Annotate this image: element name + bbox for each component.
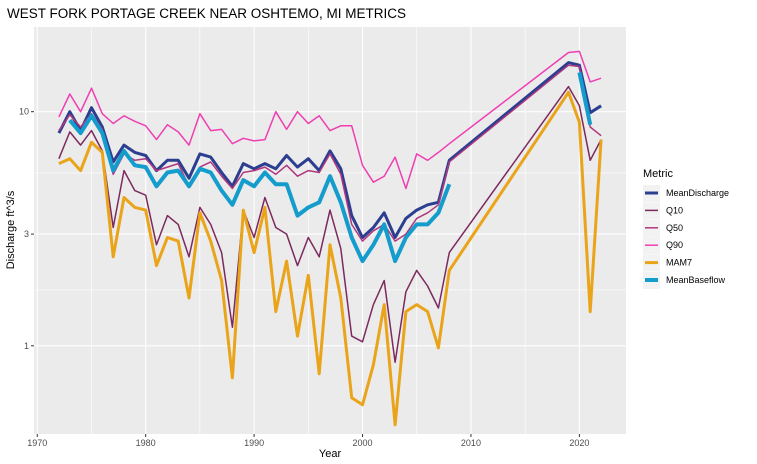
x-tick-label: 2010	[461, 438, 481, 448]
legend-label-meanbaseflow: MeanBaseflow	[666, 275, 726, 285]
x-tick-label: 1990	[244, 438, 264, 448]
series-line-q90	[58, 50, 602, 190]
grid-minor	[34, 27, 626, 434]
series-line-meandischarge	[57, 61, 602, 239]
series-line-q10	[58, 85, 602, 364]
legend-label-mam7: MAM7	[666, 258, 692, 268]
x-tick-label: 1980	[136, 438, 156, 448]
series-line-meanbaseflow	[577, 72, 593, 126]
grid-major	[34, 27, 626, 434]
x-axis-title: Year	[319, 448, 342, 460]
legend-label-q50: Q50	[666, 223, 683, 233]
axis-ticks: 1970 1980 1990 2000 2010 2020 1 3 10	[19, 107, 589, 448]
x-tick-label: 2020	[569, 438, 589, 448]
y-tick-label: 3	[24, 229, 29, 239]
legend: Metric MeanDischarge Q10 Q50 Q90 MAM7 MeanBas…	[643, 168, 729, 289]
y-axis-title: Discharge ft^3/s	[5, 190, 17, 269]
x-tick-label: 2000	[353, 438, 373, 448]
legend-label-meandischarge: MeanDischarge	[666, 188, 729, 198]
y-tick-label: 1	[24, 341, 29, 351]
legend-title: Metric	[643, 168, 673, 180]
x-tick-label: 1970	[27, 438, 47, 448]
chart-title: WEST FORK PORTAGE CREEK NEAR OSHTEMO, MI…	[7, 6, 406, 21]
legend-label-q90: Q90	[666, 240, 683, 250]
legend-label-q10: Q10	[666, 205, 683, 215]
series-line-mam7	[58, 90, 603, 427]
series-lines	[57, 50, 603, 427]
series-line-meanbaseflow	[68, 113, 452, 264]
y-tick-label: 10	[19, 107, 29, 117]
